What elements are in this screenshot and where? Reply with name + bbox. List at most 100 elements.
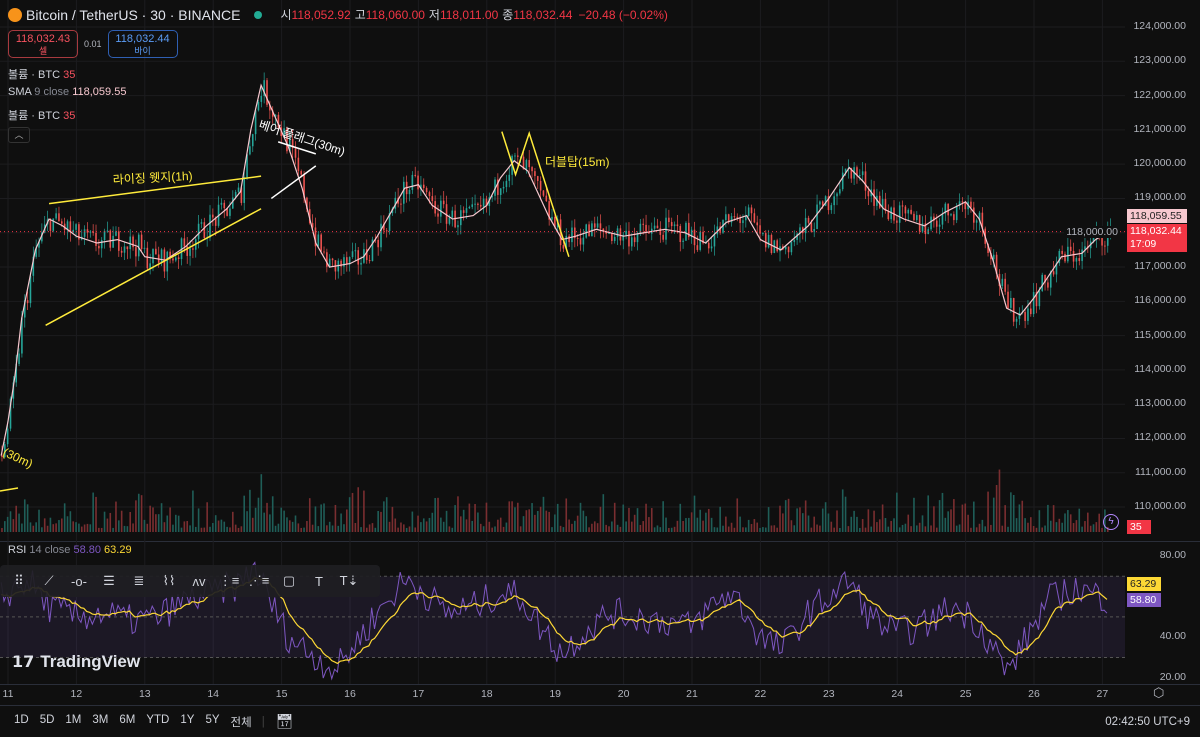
elliott-wave-12345-icon[interactable]: ⌇⌇ <box>162 573 176 588</box>
range-button-3M[interactable]: 3M <box>92 713 109 726</box>
buy-button[interactable]: 118,032.44 바이 <box>107 30 178 58</box>
horizontal-ray-icon[interactable]: -o- <box>71 573 87 589</box>
volume-bar <box>448 526 451 532</box>
parallel-channel-icon[interactable]: ☰ <box>103 573 115 588</box>
goto-date-icon[interactable]: 📅︎ <box>275 713 294 729</box>
candle <box>420 176 422 197</box>
trend-line-icon[interactable]: ⟋ <box>44 573 54 588</box>
candle <box>385 227 388 238</box>
candle-body <box>944 203 947 214</box>
symbol-title[interactable]: Bitcoin / TetherUS · 30 · BINANCE <box>26 6 241 23</box>
legend-volume-1[interactable]: 볼륨 · BTC 35 <box>8 66 75 82</box>
volume-bar <box>408 526 411 532</box>
candle-body <box>981 212 984 229</box>
candle <box>98 239 100 255</box>
range-button-1M[interactable]: 1M <box>65 713 82 726</box>
regression-trend-icon[interactable]: ⋮≡ <box>218 573 240 588</box>
candle-body <box>807 217 810 223</box>
candle-body <box>562 245 565 249</box>
date-tick: 13 <box>138 688 151 700</box>
volume-bar <box>958 524 961 532</box>
candle <box>830 202 833 214</box>
volume-bar <box>918 522 921 532</box>
volume-bar <box>579 502 582 532</box>
candle <box>351 242 354 259</box>
range-button-5D[interactable]: 5D <box>39 713 55 726</box>
candle-body <box>294 148 297 158</box>
volume-bar <box>802 513 804 532</box>
volume-bar <box>83 524 86 532</box>
collapse-legend-button[interactable]: ︿ <box>8 127 30 143</box>
candle-body <box>143 247 146 249</box>
volume-bar <box>887 526 890 532</box>
candle <box>363 242 365 264</box>
volume-bar <box>653 527 656 532</box>
sell-button[interactable]: 118,032.43 셀 <box>8 30 78 58</box>
volume-bar <box>266 502 268 532</box>
candle-body <box>827 196 830 211</box>
drag-handle-icon[interactable]: ⠿ <box>14 573 24 588</box>
volume-bar <box>1041 527 1044 532</box>
rsi-legend[interactable]: RSI 14 close 58.80 63.29 <box>8 544 132 556</box>
legend-value: 35 <box>63 69 76 81</box>
anchored-text-icon[interactable]: T⇣ <box>339 573 359 588</box>
candle <box>682 238 684 249</box>
legend-volume-2[interactable]: 볼륨 · BTC 35 <box>8 107 75 123</box>
candle <box>106 221 109 233</box>
legend-sma[interactable]: SMA 9 close 118,059.55 <box>8 86 126 98</box>
range-button-전체[interactable]: 전체 <box>230 716 252 729</box>
volume-bar <box>556 503 559 532</box>
candle <box>311 214 314 230</box>
range-button-5Y[interactable]: 5Y <box>205 713 220 726</box>
candle <box>881 189 884 218</box>
range-button-YTD[interactable]: YTD <box>146 713 170 726</box>
volume-bar <box>898 527 901 532</box>
settings-icon[interactable]: ⬡ <box>1153 685 1165 700</box>
volume-bar <box>368 524 371 532</box>
text-icon[interactable]: T <box>315 573 323 589</box>
candle <box>1067 237 1069 264</box>
candle-body <box>1030 308 1032 315</box>
candle <box>750 204 753 223</box>
volume-bar <box>859 527 861 532</box>
candle-body <box>767 234 770 248</box>
volume-bar <box>166 515 169 532</box>
range-button-1Y[interactable]: 1Y <box>180 713 195 726</box>
volume-bar <box>593 521 596 532</box>
fib-retracement-icon[interactable]: ≣ <box>133 573 145 588</box>
volume-bar <box>12 519 15 532</box>
rectangle-icon[interactable]: ▢ <box>282 573 296 588</box>
candle-body <box>725 214 727 221</box>
candle <box>1027 299 1029 325</box>
candle <box>132 234 134 251</box>
volume-bar <box>454 505 456 532</box>
candle-body <box>400 203 402 205</box>
candle-body <box>420 184 422 190</box>
candle <box>574 219 576 248</box>
candle <box>662 228 664 243</box>
volume-bar <box>140 495 143 532</box>
abc-pattern-icon[interactable]: ᴧᴠ <box>192 573 206 589</box>
volume-bar <box>403 524 405 532</box>
volume-bar <box>106 518 109 532</box>
candle <box>767 229 770 249</box>
candle-body <box>759 225 761 234</box>
range-button-6M[interactable]: 6M <box>119 713 136 726</box>
volume-bar <box>206 502 208 532</box>
volume-bar <box>394 518 397 532</box>
candle <box>192 240 194 259</box>
candle-body <box>491 195 493 198</box>
volume-bar <box>796 508 798 532</box>
lightning-icon[interactable]: ϟ <box>1103 514 1119 530</box>
candle-body <box>992 254 995 260</box>
chevron-up-icon: ︿ <box>14 130 24 140</box>
volume-bar <box>363 490 365 532</box>
range-button-1D[interactable]: 1D <box>14 713 29 726</box>
candle-body <box>1055 263 1058 275</box>
volume-bar <box>824 502 827 532</box>
pitchfork-icon[interactable]: ⋰≡ <box>248 573 270 588</box>
sma-price-tag: 118,059.55 <box>1127 209 1187 223</box>
candle <box>1078 249 1081 266</box>
candle-body <box>297 157 300 172</box>
